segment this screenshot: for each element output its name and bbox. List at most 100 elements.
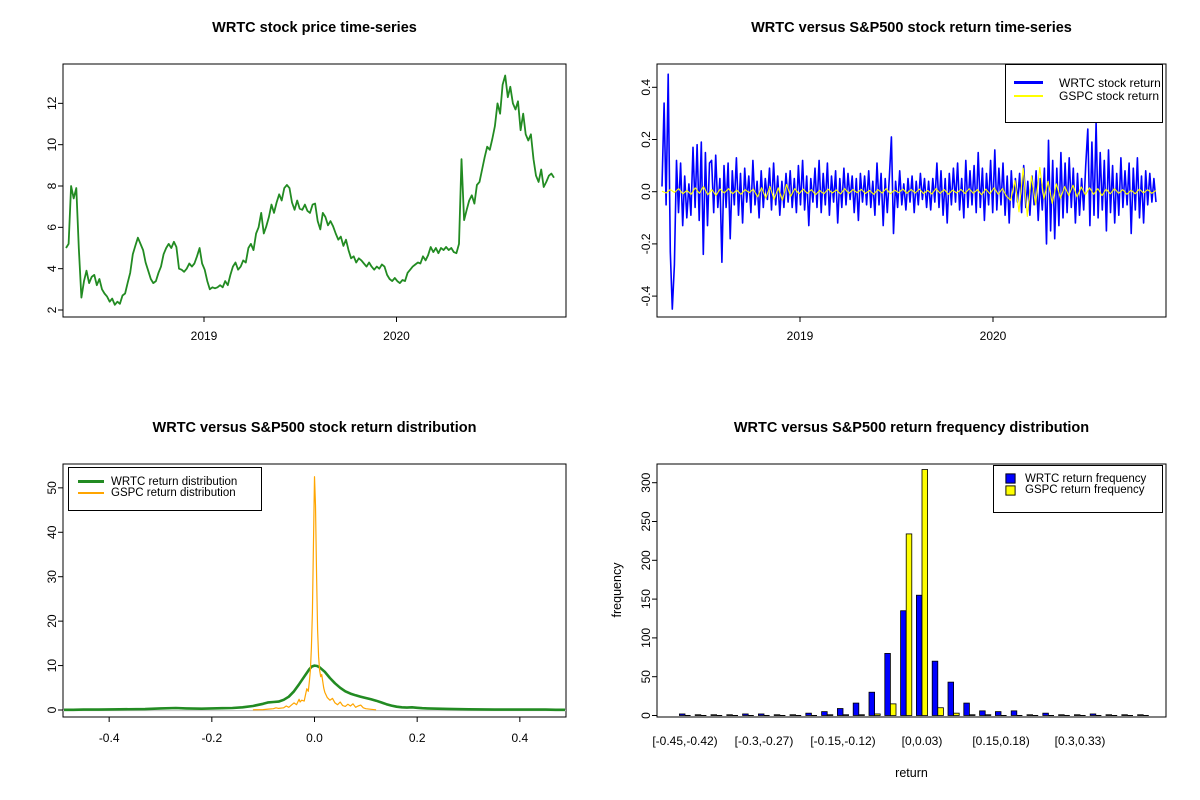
price-chart-canvas: 2 4 6 8 10 12 2019 2020	[45, 63, 567, 343]
bar	[889, 703, 897, 716]
bar	[836, 708, 844, 716]
svg-text:10: 10	[45, 138, 59, 152]
wrtc-return-line-swatch	[1014, 81, 1043, 85]
bar	[1042, 712, 1049, 716]
svg-text:40: 40	[45, 525, 59, 539]
svg-text:50: 50	[639, 670, 653, 684]
legend-label: WRTC stock return	[1059, 75, 1161, 90]
panel-price: WRTC stock price time-series 2 4 6 8 10 12 201…	[0, 0, 600, 400]
legend-row: GSPC return distribution	[78, 487, 261, 500]
svg-text:0.0: 0.0	[639, 183, 653, 200]
svg-text:0: 0	[639, 712, 653, 719]
histogram-ylabel: frequency	[610, 562, 624, 618]
legend-label: GSPC stock return	[1059, 88, 1160, 103]
bar	[858, 714, 865, 716]
svg-text:150: 150	[639, 589, 653, 609]
svg-text:-0.4: -0.4	[639, 285, 653, 306]
svg-text:2019: 2019	[191, 329, 218, 343]
price-title: WRTC stock price time-series	[212, 20, 417, 36]
bar	[947, 681, 954, 716]
bar	[968, 714, 976, 716]
legend-row: WRTC return distribution	[78, 475, 261, 488]
bar	[994, 711, 1002, 716]
bar	[984, 714, 992, 716]
price-axes: 2 4 6 8 10 12 2019 2020	[45, 96, 410, 343]
panel-returns: WRTC versus S&P500 stock return time-ser…	[600, 0, 1200, 400]
bar	[921, 469, 928, 716]
bar	[874, 713, 881, 716]
density-axes: 0 10 20 30 40 50 -0.4 -0.2 0.0 0.2 0.4	[45, 481, 529, 745]
plot-border-box	[62, 63, 567, 318]
wrtc-return-line	[661, 73, 1157, 310]
bar	[773, 714, 781, 716]
svg-text:100: 100	[639, 628, 653, 648]
bar	[905, 533, 913, 716]
bar	[842, 714, 849, 716]
legend-row: WRTC stock return	[1014, 75, 1162, 90]
svg-text:0.2: 0.2	[639, 131, 653, 148]
svg-text:0.4: 0.4	[511, 731, 528, 745]
svg-text:8: 8	[45, 182, 59, 189]
svg-text:2: 2	[45, 306, 59, 313]
wrtc-density-line-swatch	[78, 479, 104, 484]
bar	[1137, 714, 1144, 716]
histogram-legend: WRTC return frequency GSPC return freque…	[993, 465, 1163, 513]
legend-label: GSPC return distribution	[111, 487, 236, 500]
bar	[805, 712, 812, 716]
histogram-title: WRTC versus S&P500 return frequency dist…	[733, 420, 1090, 436]
gspc-density-line-swatch	[78, 492, 104, 494]
svg-text:30: 30	[45, 570, 59, 584]
bar	[915, 594, 923, 716]
returns-legend: WRTC stock return GSPC stock return	[1005, 64, 1163, 123]
bar	[1058, 714, 1065, 716]
plot-border-box	[656, 63, 1167, 318]
bar	[900, 610, 907, 716]
histogram-bars	[679, 469, 1149, 716]
legend-label: WRTC return distribution	[111, 475, 238, 488]
svg-text:12: 12	[45, 96, 59, 110]
bar	[1010, 710, 1018, 716]
wrtc-density-curve	[64, 664, 565, 712]
svg-text:200: 200	[639, 550, 653, 570]
density-title: WRTC versus S&P500 stock return distribu…	[152, 420, 477, 436]
svg-text:0.4: 0.4	[639, 79, 653, 96]
bar	[979, 710, 986, 716]
returns-chart-canvas: 0.4 0.2 0.0 -0.2 -0.4 2019 2020	[639, 63, 1167, 343]
svg-text:-0.2: -0.2	[639, 233, 653, 254]
histogram-xlabel: return	[895, 766, 928, 780]
svg-text:[-0.15,-0.12): [-0.15,-0.12)	[810, 734, 875, 748]
legend-label: WRTC return frequency	[1025, 472, 1147, 485]
bar	[953, 712, 960, 716]
wrtc-price-line	[65, 74, 555, 306]
density-chart-canvas: 0 10 20 30 40 50 -0.4 -0.2 0.0 0.2 0.4	[45, 463, 567, 745]
gspc-return-line	[661, 166, 1157, 218]
bar	[1105, 714, 1112, 716]
svg-text:-0.4: -0.4	[99, 731, 120, 745]
bar	[710, 714, 717, 716]
panel-histogram: WRTC versus S&P500 return frequency dist…	[600, 400, 1200, 800]
legend-row: GSPC return frequency	[1005, 484, 1162, 496]
bar	[1073, 714, 1081, 716]
svg-text:10: 10	[45, 659, 59, 673]
histogram-chart-canvas: 0 50 100 150 200 250 300 [-0.45,-0.42) [-0.3,-0.…	[610, 463, 1167, 780]
svg-text:0: 0	[45, 706, 59, 713]
svg-text:250: 250	[639, 511, 653, 531]
svg-text:50: 50	[45, 481, 59, 495]
bar	[821, 711, 828, 716]
plot-border-box	[656, 463, 1167, 718]
gspc-return-line-swatch	[1014, 95, 1043, 97]
svg-text:[0.3,0.33): [0.3,0.33)	[1055, 734, 1106, 748]
bar	[1121, 714, 1128, 716]
svg-text:6: 6	[45, 224, 59, 231]
legend-row: WRTC return frequency	[1005, 472, 1162, 485]
bar	[931, 660, 939, 716]
returns-axes: 0.4 0.2 0.0 -0.2 -0.4 2019 2020	[639, 79, 1007, 343]
returns-title: WRTC versus S&P500 stock return time-ser…	[751, 20, 1072, 36]
svg-text:300: 300	[639, 472, 653, 492]
svg-text:2019: 2019	[787, 329, 814, 343]
bar	[1089, 713, 1097, 716]
bar	[694, 714, 702, 716]
bar	[789, 714, 796, 716]
svg-text:2020: 2020	[980, 329, 1007, 343]
gspc-frequency-square-swatch	[1005, 485, 1016, 496]
